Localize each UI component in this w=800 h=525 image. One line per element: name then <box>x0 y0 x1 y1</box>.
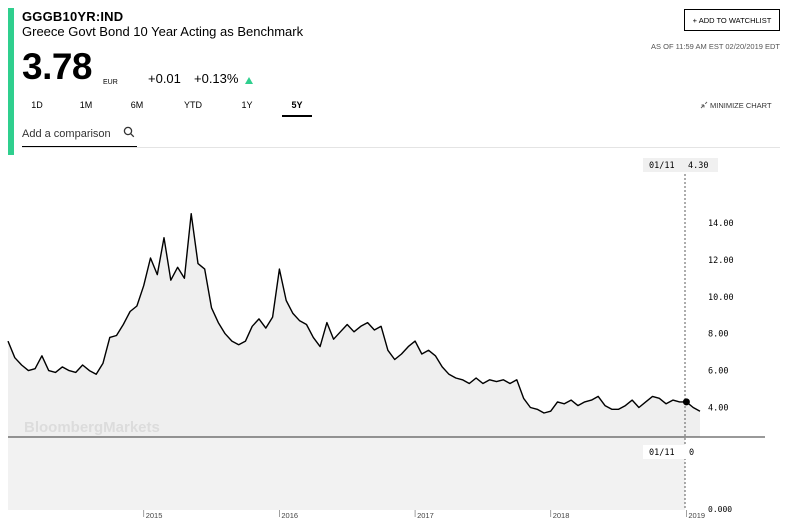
y-tick-label: 6.00 <box>708 367 728 377</box>
last-point-marker <box>682 398 690 406</box>
y-tick-label: 12.00 <box>708 256 734 266</box>
crosshair-date-bottom: 01/11 <box>649 448 675 458</box>
crosshair-value-bottom: 0 <box>689 448 694 458</box>
bloomberg-watermark: BloombergMarkets <box>24 419 160 436</box>
x-tick-label: 2017 <box>417 511 434 520</box>
x-tick-label: 2016 <box>281 511 298 520</box>
tab-ytd[interactable]: YTD <box>184 100 202 110</box>
currency-label: EUR <box>103 79 118 86</box>
minimize-chart-button[interactable]: MINIMIZE CHART <box>700 101 772 110</box>
add-to-watchlist-button[interactable]: + ADD TO WATCHLIST <box>684 9 780 31</box>
crosshair-bottom-label <box>643 445 698 459</box>
tab-1m[interactable]: 1M <box>79 100 93 110</box>
y-axis: 14.00 12.00 10.00 8.00 6.00 4.00 <box>708 219 734 414</box>
x-axis: 2015 2016 2017 2018 2019 <box>143 510 705 520</box>
y-tick-label: 4.00 <box>708 404 728 414</box>
x-tick-label: 2019 <box>688 511 705 520</box>
y-tick-label: 8.00 <box>708 330 728 340</box>
tab-1d[interactable]: 1D <box>31 100 43 110</box>
header-divider <box>22 147 780 148</box>
comparison-search <box>22 124 137 147</box>
collapse-arrows-icon <box>700 101 708 109</box>
y-tick-label: 14.00 <box>708 219 734 229</box>
volume-panel <box>8 437 685 510</box>
crosshair-date-top: 01/11 <box>649 161 675 171</box>
minimize-chart-label: MINIMIZE CHART <box>710 101 772 110</box>
volume-axis-label: 0.000 <box>708 505 732 514</box>
price-change-percent: +0.13% <box>194 71 239 86</box>
ticker-symbol: GGGB10YR:IND <box>22 9 124 24</box>
x-tick-label: 2018 <box>553 511 570 520</box>
search-icon[interactable] <box>123 126 135 138</box>
tab-6m[interactable]: 6M <box>130 100 144 110</box>
last-price: 3.78 <box>22 46 93 87</box>
y-tick-label: 10.00 <box>708 293 734 303</box>
tab-5y[interactable]: 5Y <box>282 97 312 117</box>
price-area <box>8 213 700 437</box>
up-arrow-icon <box>245 77 253 84</box>
price-line <box>7 212 701 414</box>
x-tick-label: 2015 <box>146 511 163 520</box>
crosshair-top-label <box>643 158 718 172</box>
tab-1y[interactable]: 1Y <box>241 100 253 110</box>
security-name: Greece Govt Bond 10 Year Acting as Bench… <box>22 24 304 39</box>
comparison-input[interactable] <box>22 126 117 142</box>
crosshair-value-top: 4.30 <box>688 161 708 171</box>
price-change: +0.01 <box>148 71 181 86</box>
as-of-timestamp: AS OF 11:59 AM EST 02/20/2019 EDT <box>651 42 780 51</box>
